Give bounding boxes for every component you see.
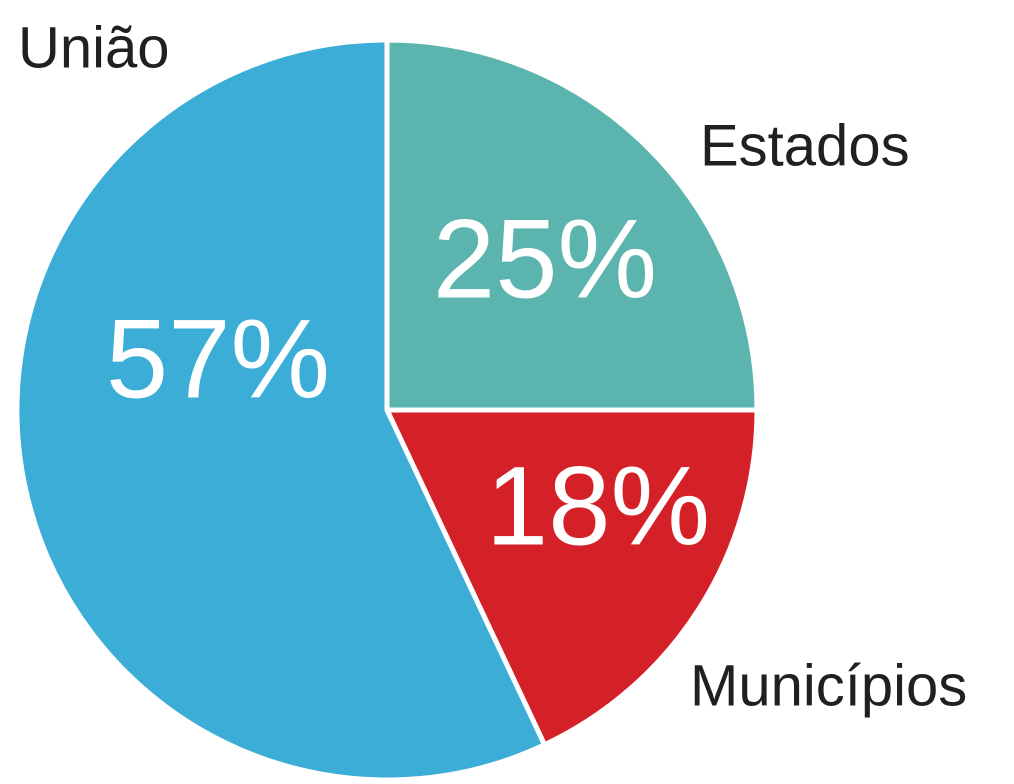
- pie-slice: [384, 37, 760, 413]
- value-label: 18%: [486, 444, 710, 569]
- category-label: União: [18, 15, 170, 80]
- category-label: Estados: [700, 113, 910, 178]
- value-label: 57%: [106, 297, 330, 422]
- pie-slice: [384, 407, 760, 748]
- value-label: 25%: [433, 197, 657, 322]
- pie-slice: [14, 37, 548, 783]
- category-label: Municípios: [690, 653, 967, 718]
